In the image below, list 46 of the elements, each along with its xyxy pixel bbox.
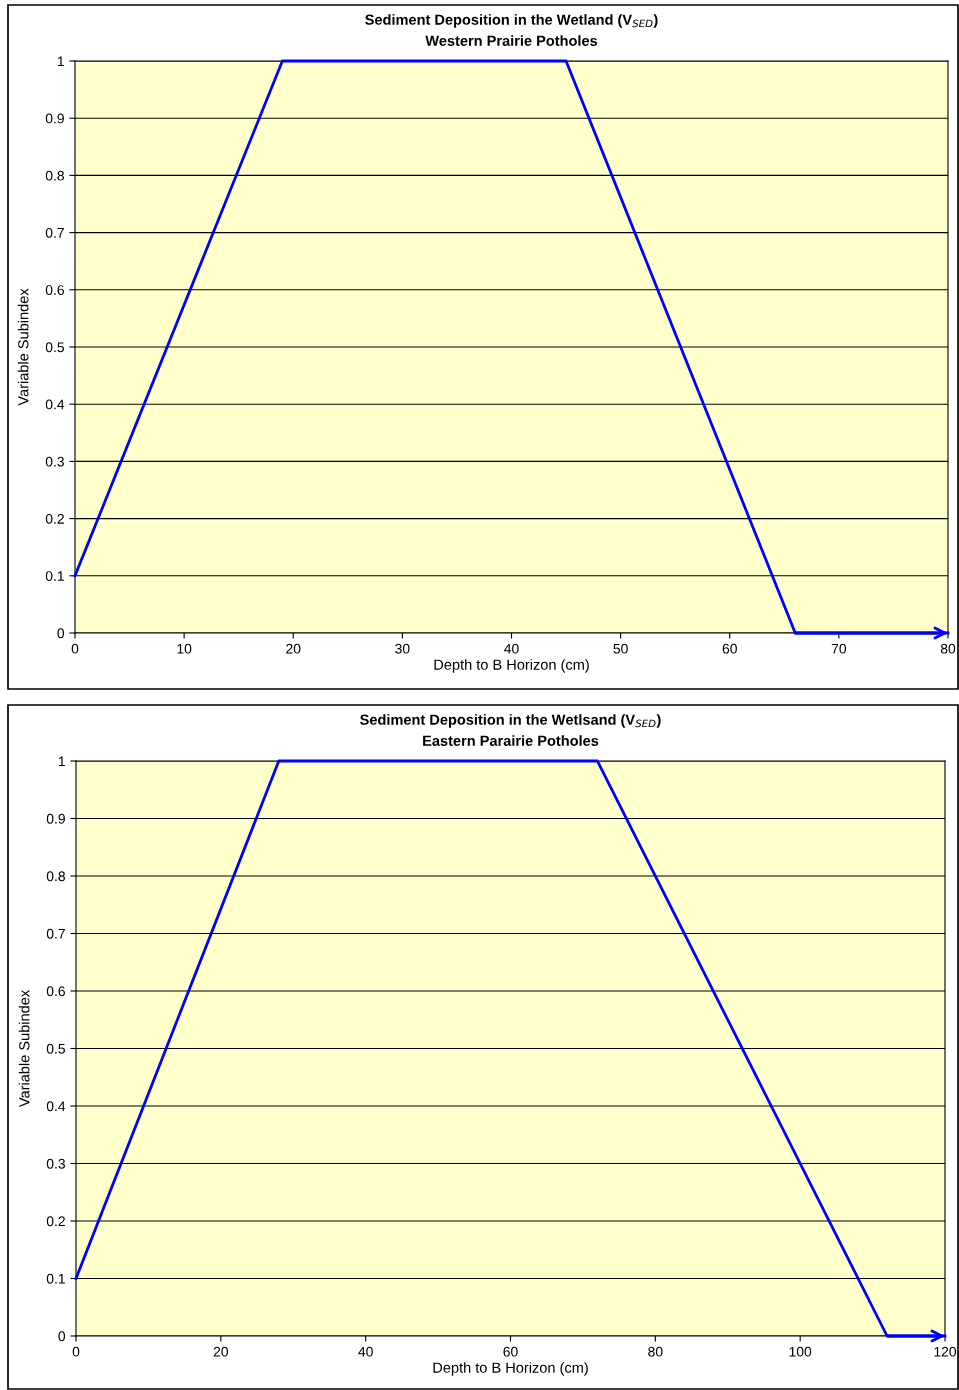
- x-tick-label: 20: [213, 1346, 229, 1357]
- x-tick-label: 0: [72, 1346, 80, 1357]
- y-tick-label: 0: [58, 1331, 66, 1342]
- y-tick-label: 0.8: [45, 170, 64, 181]
- y-tick-label: 0.7: [46, 928, 65, 939]
- y-tick-label: 1: [58, 756, 65, 767]
- y-tick-label: 0.7: [45, 227, 64, 238]
- x-tick-label: 0: [71, 643, 79, 654]
- x-axis-title: Depth to B Horizon (cm): [433, 1362, 588, 1376]
- y-axis-title: Variable Subindex: [18, 990, 30, 1108]
- y-tick-label: 1: [57, 56, 64, 67]
- x-tick-label: 40: [504, 643, 519, 654]
- x-tick-label: 60: [722, 643, 737, 654]
- y-tick-label: 0.6: [45, 285, 64, 295]
- y-tick-label: 0.5: [45, 342, 64, 353]
- y-tick-label: 0.1: [46, 1273, 65, 1284]
- chart-subtitle: Eastern Parairie Potholes: [423, 735, 599, 746]
- y-tick-label: 0.9: [45, 113, 64, 124]
- y-tick-label: 0.8: [46, 871, 65, 882]
- x-tick-label: 40: [358, 1346, 373, 1357]
- chart-subtitle: Western Prairie Potholes: [425, 35, 598, 46]
- y-tick-label: 0.4: [46, 1101, 66, 1112]
- y-tick-label: 0.5: [46, 1043, 65, 1054]
- x-tick-label: 100: [789, 1346, 812, 1357]
- x-tick-label: 20: [286, 643, 301, 654]
- y-axis-title: Variable Subindex: [17, 288, 29, 406]
- x-tick-label: 70: [831, 643, 847, 654]
- x-tick-label: 10: [177, 643, 192, 654]
- y-tick-label: 0.2: [45, 513, 64, 524]
- x-tick-label: 120: [934, 1346, 957, 1357]
- x-tick-label: 80: [648, 1346, 663, 1357]
- y-tick-label: 0.9: [46, 813, 65, 824]
- y-tick-label: 0.2: [46, 1216, 65, 1227]
- y-tick-label: 0.6: [46, 986, 65, 997]
- y-tick-label: 0.3: [45, 456, 64, 467]
- chart-title: Sediment Deposition in the Wetland (V$_{SED}$): [365, 14, 658, 28]
- y-tick-label: 0: [57, 628, 65, 639]
- x-tick-label: 30: [395, 643, 410, 654]
- y-tick-label: 0.1: [45, 571, 64, 581]
- x-tick-label: 50: [613, 643, 628, 654]
- x-axis-title: Depth to B Horizon (cm): [434, 659, 589, 673]
- y-tick-label: 0.4: [45, 399, 65, 410]
- chart-title: Sediment Deposition in the Wetlsand (V$_{SED}$): [360, 714, 661, 728]
- x-tick-label: 80: [940, 643, 956, 654]
- x-tick-label: 60: [503, 1346, 518, 1357]
- y-tick-label: 0.3: [46, 1158, 65, 1169]
